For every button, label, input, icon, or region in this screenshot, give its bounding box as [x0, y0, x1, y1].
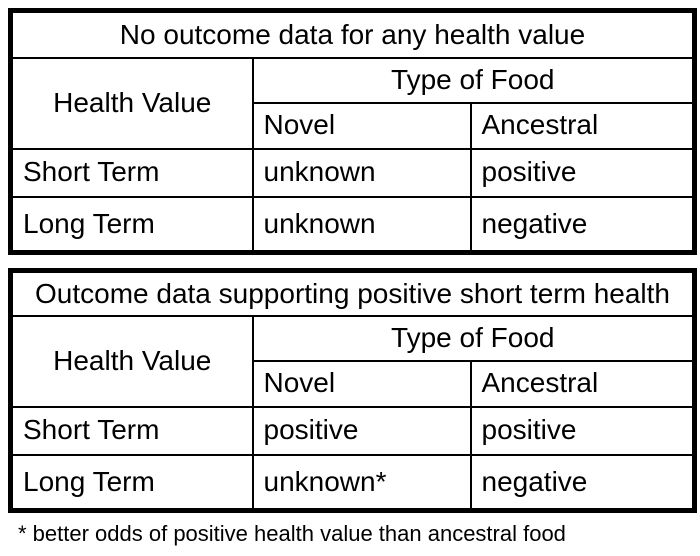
- table1-row-label-short-term: Short Term: [9, 147, 254, 198]
- table-row: No outcome data for any health value: [9, 9, 696, 59]
- table-outcome-positive-short-term: Outcome data supporting positive short t…: [8, 268, 698, 513]
- table2-col-header-novel: Novel: [251, 359, 472, 408]
- table1-row-header-health-value: Health Value: [9, 56, 254, 150]
- table2-col-header-ancestral: Ancestral: [469, 359, 696, 408]
- table1-cell-short-term-ancestral: positive: [469, 147, 696, 198]
- table1-cell-long-term-novel: unknown: [251, 195, 472, 254]
- table-row: Outcome data supporting positive short t…: [9, 269, 696, 317]
- table2-cell-short-term-ancestral: positive: [469, 405, 696, 456]
- table1-col-header-novel: Novel: [251, 101, 472, 150]
- table1-col-group-type-of-food: Type of Food: [251, 56, 696, 104]
- table2-title: Outcome data supporting positive short t…: [9, 269, 696, 317]
- table1-row-label-long-term: Long Term: [9, 195, 254, 254]
- table2-cell-long-term-novel: unknown*: [251, 453, 472, 512]
- table-row: Novel Ancestral: [11, 359, 696, 408]
- table2-row-header-health-value: Health Value: [9, 314, 254, 408]
- table1-cell-long-term-ancestral: negative: [469, 195, 696, 254]
- table2-col-group-type-of-food: Type of Food: [251, 314, 696, 362]
- table2-cell-long-term-ancestral: negative: [469, 453, 696, 512]
- table2-row-label-long-term: Long Term: [9, 453, 254, 512]
- table1-col-header-ancestral: Ancestral: [469, 101, 696, 150]
- table-no-outcome-data: No outcome data for any health value Hea…: [8, 8, 697, 255]
- table-row: Short Term positive positive: [9, 405, 696, 456]
- table-row: Health Value Type of Food: [9, 314, 696, 408]
- table-row: Long Term unknown negative: [9, 195, 696, 254]
- table1-title: No outcome data for any health value: [9, 9, 696, 59]
- table1-cell-short-term-novel: unknown: [251, 147, 472, 198]
- table-row: Short Term unknown positive: [9, 147, 696, 198]
- table-row: Health Value Type of Food: [9, 56, 696, 150]
- table2-row-label-short-term: Short Term: [9, 405, 254, 456]
- footnote-asterisk-note: * better odds of positive health value t…: [18, 521, 566, 546]
- table-row: Long Term unknown* negative: [9, 453, 696, 512]
- table-row: Novel Ancestral: [11, 101, 696, 150]
- table2-cell-short-term-novel: positive: [251, 405, 472, 456]
